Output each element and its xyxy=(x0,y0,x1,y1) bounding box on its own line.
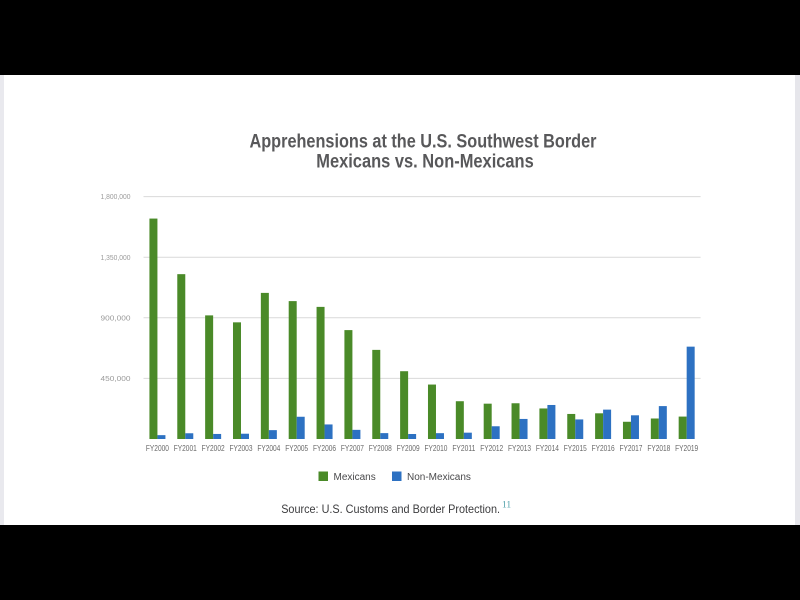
svg-text:11: 11 xyxy=(502,501,511,511)
svg-text:FY2013: FY2013 xyxy=(508,444,531,453)
svg-text:FY2015: FY2015 xyxy=(564,444,587,453)
svg-text:FY2004: FY2004 xyxy=(257,444,280,453)
svg-text:FY2010: FY2010 xyxy=(424,444,447,453)
svg-text:900,000: 900,000 xyxy=(101,315,131,322)
svg-text:Non-Mexicans: Non-Mexicans xyxy=(407,472,471,483)
svg-text:FY2016: FY2016 xyxy=(592,444,615,453)
svg-text:FY2005: FY2005 xyxy=(285,444,308,453)
svg-text:Mexicans: Mexicans xyxy=(334,472,376,483)
svg-text:FY2017: FY2017 xyxy=(619,444,642,453)
svg-text:FY2008: FY2008 xyxy=(369,444,392,453)
svg-text:FY2011: FY2011 xyxy=(452,444,475,453)
svg-text:Apprehensions at the U.S. Sout: Apprehensions at the U.S. Southwest Bord… xyxy=(250,131,598,152)
svg-text:FY2019: FY2019 xyxy=(675,444,698,453)
svg-text:FY2018: FY2018 xyxy=(647,444,670,453)
svg-text:Source: U.S. Customs and Borde: Source: U.S. Customs and Border Protecti… xyxy=(281,502,500,516)
svg-text:FY2012: FY2012 xyxy=(480,444,503,453)
svg-text:Mexicans vs. Non-Mexicans: Mexicans vs. Non-Mexicans xyxy=(316,152,534,173)
svg-text:FY2002: FY2002 xyxy=(202,444,225,453)
svg-text:450,000: 450,000 xyxy=(101,376,131,383)
svg-text:FY2007: FY2007 xyxy=(341,444,364,453)
svg-text:FY2009: FY2009 xyxy=(397,444,420,453)
svg-text:1,800,000: 1,800,000 xyxy=(101,194,131,201)
svg-text:FY2014: FY2014 xyxy=(536,444,559,453)
svg-text:1,350,000: 1,350,000 xyxy=(101,255,131,262)
svg-text:FY2003: FY2003 xyxy=(229,444,252,453)
svg-text:FY2006: FY2006 xyxy=(313,444,336,453)
svg-text:FY2000: FY2000 xyxy=(146,444,169,453)
svg-text:FY2001: FY2001 xyxy=(174,444,197,453)
